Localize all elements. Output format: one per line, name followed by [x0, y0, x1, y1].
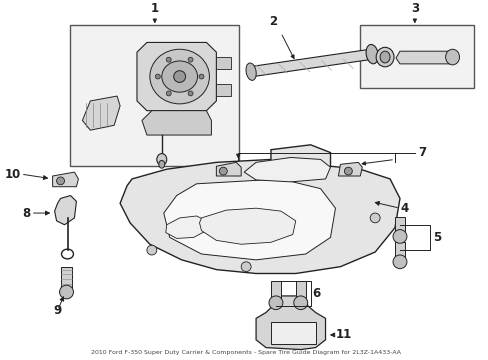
Bar	[270, 281, 280, 301]
Text: 10: 10	[4, 167, 21, 181]
Ellipse shape	[60, 285, 73, 299]
Polygon shape	[256, 296, 325, 350]
Polygon shape	[137, 42, 216, 111]
Ellipse shape	[149, 49, 209, 104]
Ellipse shape	[392, 255, 406, 269]
Ellipse shape	[159, 161, 164, 168]
Text: 3: 3	[410, 2, 418, 15]
Bar	[270, 322, 315, 344]
Ellipse shape	[245, 63, 256, 80]
Ellipse shape	[188, 91, 193, 96]
Ellipse shape	[268, 296, 282, 310]
Bar	[360, 25, 473, 88]
Ellipse shape	[219, 167, 227, 175]
Ellipse shape	[57, 177, 64, 185]
Text: 9: 9	[53, 304, 61, 317]
Ellipse shape	[366, 45, 378, 64]
Polygon shape	[142, 111, 211, 135]
Polygon shape	[163, 179, 335, 260]
Polygon shape	[120, 145, 399, 274]
Ellipse shape	[166, 91, 171, 96]
Polygon shape	[216, 162, 241, 176]
Ellipse shape	[188, 57, 193, 62]
Text: 6: 6	[312, 287, 320, 300]
Ellipse shape	[392, 230, 406, 243]
Text: 7: 7	[417, 146, 425, 159]
Ellipse shape	[162, 61, 197, 92]
Polygon shape	[82, 96, 120, 130]
Ellipse shape	[375, 47, 393, 67]
Ellipse shape	[166, 57, 171, 62]
Text: 4: 4	[399, 202, 407, 215]
Ellipse shape	[241, 262, 251, 271]
Text: 1: 1	[150, 2, 159, 15]
Text: 8: 8	[22, 207, 31, 220]
Ellipse shape	[369, 213, 379, 223]
Bar	[70, 25, 239, 166]
Ellipse shape	[157, 154, 166, 165]
Bar	[61, 267, 72, 290]
Ellipse shape	[379, 51, 389, 63]
Ellipse shape	[155, 74, 160, 79]
Ellipse shape	[199, 74, 203, 79]
Polygon shape	[53, 172, 78, 187]
Text: 11: 11	[335, 328, 351, 341]
Polygon shape	[199, 208, 295, 244]
Text: 5: 5	[432, 231, 440, 244]
Polygon shape	[55, 195, 76, 225]
Ellipse shape	[344, 167, 352, 175]
Bar	[216, 84, 231, 96]
Polygon shape	[244, 157, 330, 182]
Bar	[394, 242, 404, 260]
Polygon shape	[165, 216, 206, 238]
Ellipse shape	[445, 49, 459, 65]
Polygon shape	[338, 162, 362, 176]
Polygon shape	[395, 51, 454, 64]
Bar	[295, 281, 305, 301]
Polygon shape	[248, 49, 373, 77]
Bar	[216, 57, 231, 69]
Bar	[394, 217, 404, 234]
Ellipse shape	[293, 296, 307, 310]
Ellipse shape	[146, 245, 157, 255]
Ellipse shape	[173, 71, 185, 82]
Text: 2010 Ford F-350 Super Duty Carrier & Components - Spare Tire Guide Diagram for 2: 2010 Ford F-350 Super Duty Carrier & Com…	[90, 350, 400, 355]
Text: 2: 2	[268, 15, 276, 28]
